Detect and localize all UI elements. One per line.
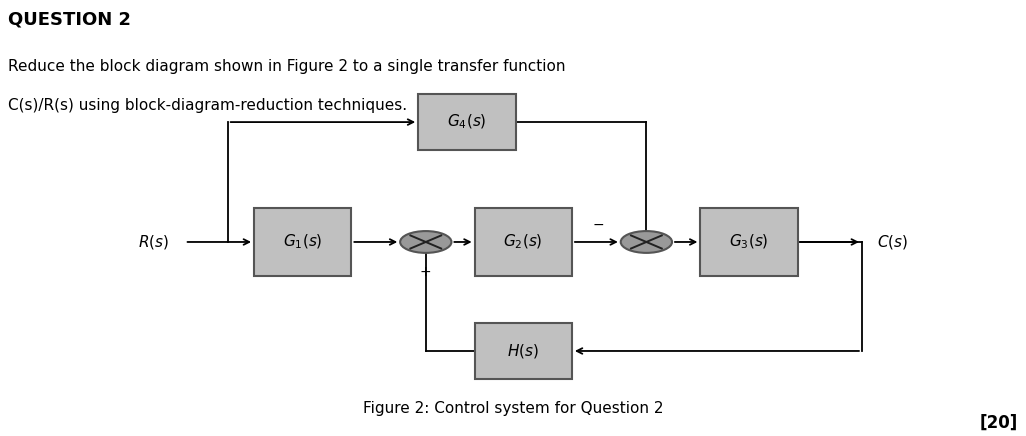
Text: $G_4(s)$: $G_4(s)$ bbox=[447, 113, 486, 131]
Text: $H(s)$: $H(s)$ bbox=[507, 342, 540, 360]
Text: Figure 2: Control system for Question 2: Figure 2: Control system for Question 2 bbox=[363, 402, 663, 416]
Circle shape bbox=[400, 231, 451, 253]
Text: $R(s)$: $R(s)$ bbox=[139, 233, 169, 251]
Text: −: − bbox=[592, 218, 604, 232]
Text: $G_2(s)$: $G_2(s)$ bbox=[504, 233, 543, 251]
Bar bbox=[700, 208, 797, 276]
Circle shape bbox=[621, 231, 672, 253]
Text: [20]: [20] bbox=[980, 414, 1018, 432]
Text: Reduce the block diagram shown in Figure 2 to a single transfer function: Reduce the block diagram shown in Figure… bbox=[8, 59, 565, 74]
Text: $C(s)$: $C(s)$ bbox=[877, 233, 908, 251]
Bar bbox=[474, 208, 573, 276]
Text: C(s)/R(s) using block-diagram-reduction techniques.: C(s)/R(s) using block-diagram-reduction … bbox=[8, 98, 407, 113]
Text: +: + bbox=[420, 266, 432, 279]
Bar bbox=[474, 323, 573, 379]
Bar bbox=[254, 208, 351, 276]
Text: $G_1(s)$: $G_1(s)$ bbox=[283, 233, 322, 251]
Text: QUESTION 2: QUESTION 2 bbox=[8, 11, 131, 29]
Bar bbox=[419, 94, 516, 150]
Text: $G_3(s)$: $G_3(s)$ bbox=[729, 233, 768, 251]
